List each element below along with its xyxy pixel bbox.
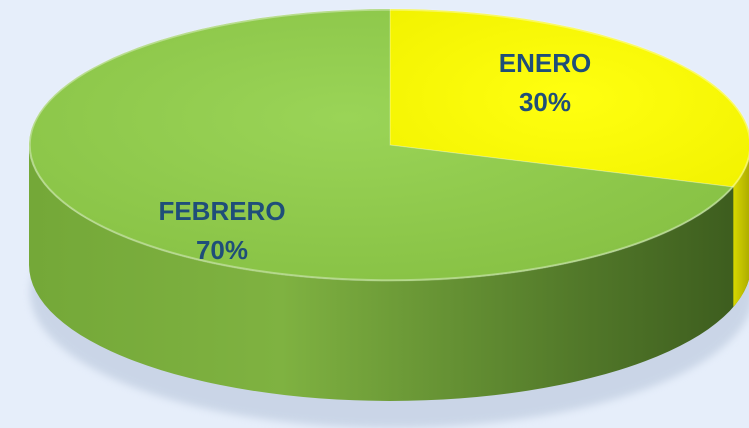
slice-value-febrero: 70% [196,235,248,265]
slice-label-febrero: FEBRERO [158,196,285,226]
slice-value-enero: 30% [519,87,571,117]
pie-side-wall-enero [733,159,749,308]
pie-slice-enero [389,8,749,188]
pie-slices [28,8,749,282]
pie-rim-highlight [29,9,749,281]
slice-label-enero: ENERO [499,48,591,78]
pie-side-wall [29,145,749,401]
pie-slice-febrero [28,8,735,282]
pie-labels: ENERO 30% FEBRERO 70% [158,48,591,265]
